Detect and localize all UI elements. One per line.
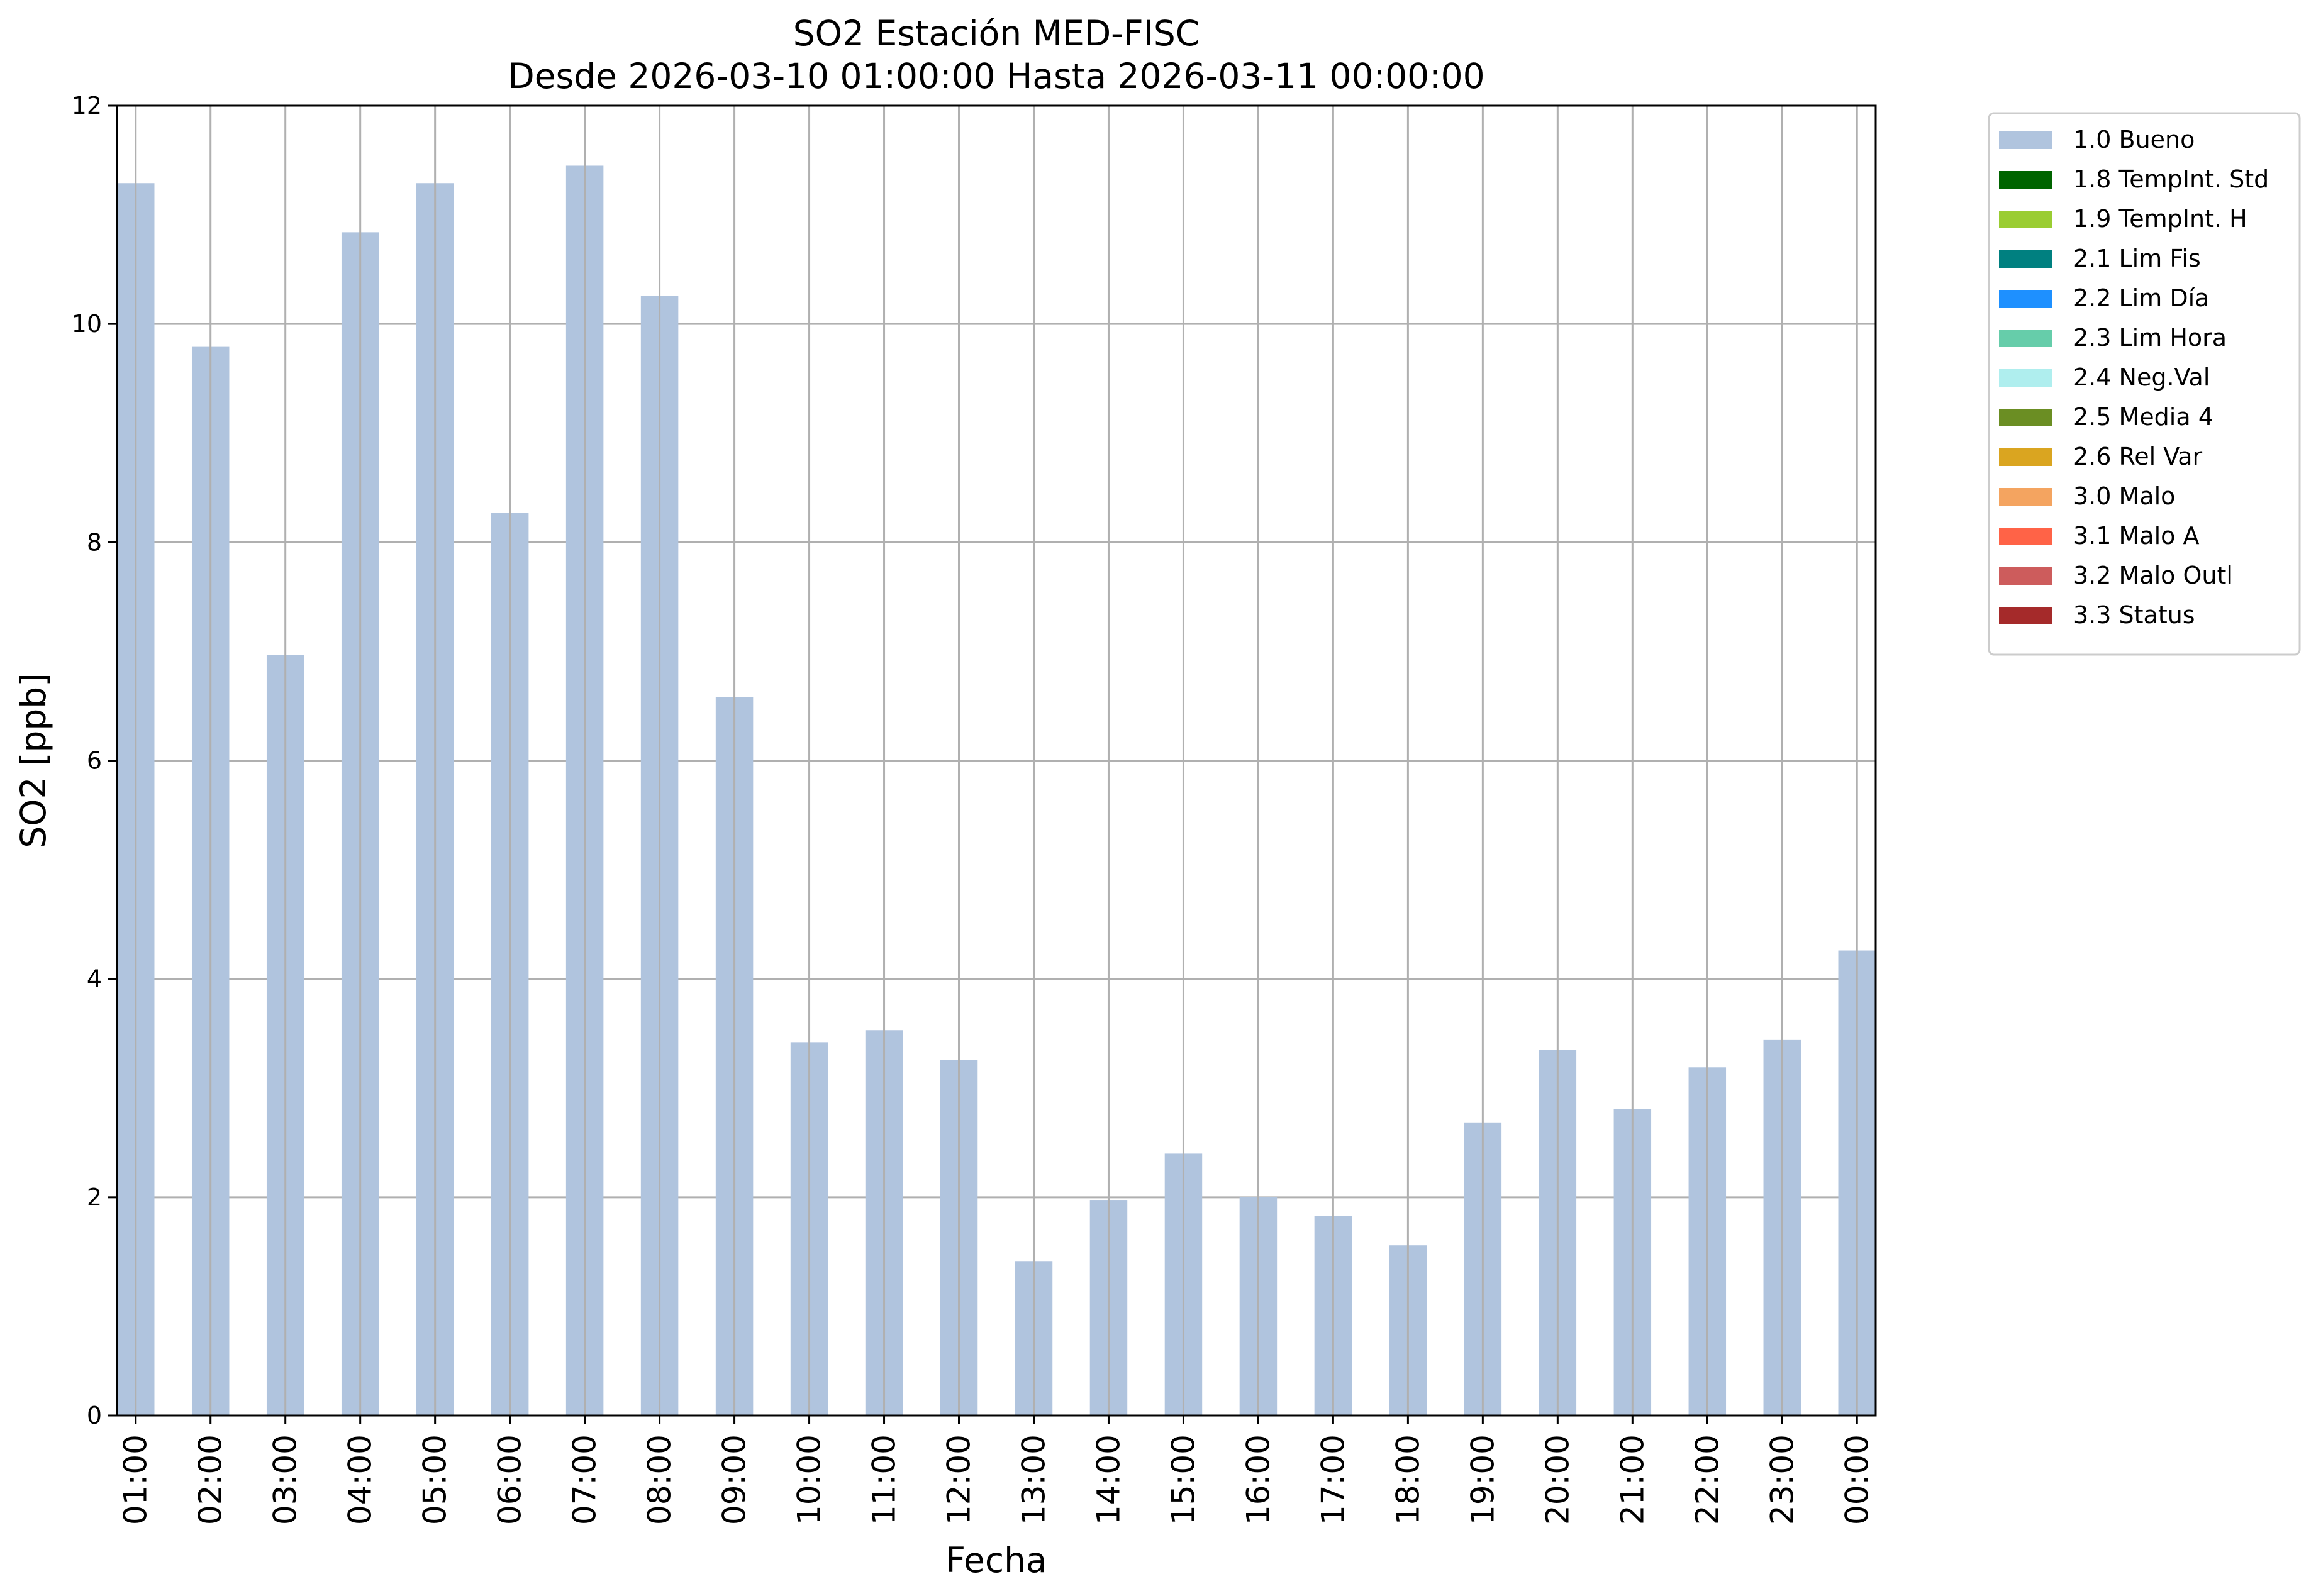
legend-label: 2.5 Media 4 xyxy=(2073,403,2213,431)
x-axis: 01:00 02:00 03:00 04:00 05:00 06:00 07:00 08:00… xyxy=(118,1416,1875,1525)
x-tick-label: 03:00 xyxy=(267,1434,304,1525)
x-tick-label: 06:00 xyxy=(492,1434,528,1525)
y-tick-label: 8 xyxy=(87,528,102,556)
legend-label: 2.1 Lim Fis xyxy=(2073,245,2201,272)
y-axis: 0 2 4 6 8 10 12 xyxy=(72,92,117,1429)
y-tick-label: 10 xyxy=(72,310,102,338)
x-tick-label: 18:00 xyxy=(1389,1434,1426,1525)
legend-label: 2.2 Lim Día xyxy=(2073,284,2209,312)
legend-swatch xyxy=(1999,250,2052,268)
legend-swatch xyxy=(1999,171,2052,189)
legend-label: 1.0 Bueno xyxy=(2073,126,2195,153)
y-tick-label: 2 xyxy=(87,1183,102,1211)
legend-label: 2.3 Lim Hora xyxy=(2073,324,2227,352)
legend: 1.0 Bueno 1.8 TempInt. Std 1.9 TempInt. H 2… xyxy=(1988,112,2301,656)
legend-label: 3.2 Malo Outl xyxy=(2073,562,2233,589)
x-tick-label: 08:00 xyxy=(642,1434,678,1525)
y-tick-label: 6 xyxy=(87,747,102,775)
x-tick-label: 19:00 xyxy=(1464,1434,1501,1525)
grid xyxy=(117,104,1876,1417)
y-tick-label: 4 xyxy=(87,965,102,993)
legend-label: 3.3 Status xyxy=(2073,601,2195,629)
legend-box xyxy=(1988,112,2301,656)
x-tick-label: 10:00 xyxy=(791,1434,828,1525)
x-tick-label: 14:00 xyxy=(1090,1434,1127,1525)
x-tick-label: 04:00 xyxy=(342,1434,379,1525)
y-tick-label: 12 xyxy=(72,92,102,119)
x-axis-label: Fecha xyxy=(945,1540,1047,1580)
legend-swatch xyxy=(1999,290,2052,308)
legend-swatch xyxy=(1999,211,2052,228)
x-tick-label: 13:00 xyxy=(1015,1434,1052,1525)
vertical-grid xyxy=(135,106,1858,1416)
legend-label: 3.0 Malo xyxy=(2073,482,2175,510)
x-tick-label: 07:00 xyxy=(567,1434,603,1525)
legend-swatch xyxy=(1999,488,2052,506)
chart-title-line: Desde 2026-03-10 01:00:00 Hasta 2026-03-… xyxy=(508,56,1484,96)
x-tick-label: 15:00 xyxy=(1165,1434,1201,1525)
x-tick-label: 01:00 xyxy=(118,1434,154,1525)
x-tick-label: 21:00 xyxy=(1614,1434,1651,1525)
legend-swatch xyxy=(1999,528,2052,545)
y-tick-label: 0 xyxy=(87,1402,102,1429)
x-tick-label: 05:00 xyxy=(417,1434,454,1525)
x-tick-label: 17:00 xyxy=(1315,1434,1351,1525)
x-tick-label: 20:00 xyxy=(1539,1434,1576,1525)
legend-swatch xyxy=(1999,448,2052,466)
x-tick-label: 11:00 xyxy=(866,1434,903,1525)
legend-swatch xyxy=(1999,330,2052,347)
y-axis-label: SO2 [ppb] xyxy=(13,673,53,848)
x-tick-label: 23:00 xyxy=(1764,1434,1800,1525)
legend-swatch xyxy=(1999,409,2052,426)
legend-swatch xyxy=(1999,131,2052,149)
legend-label: 2.6 Rel Var xyxy=(2073,443,2203,470)
bars xyxy=(117,165,1876,1416)
x-tick-label: 16:00 xyxy=(1240,1434,1276,1525)
legend-swatch xyxy=(1999,567,2052,585)
x-tick-label: 12:00 xyxy=(941,1434,977,1525)
x-tick-label: 00:00 xyxy=(1839,1434,1875,1525)
x-tick-label: 09:00 xyxy=(716,1434,753,1525)
x-tick-label: 02:00 xyxy=(192,1434,229,1525)
chart-title-line: SO2 Estación MED-FISC xyxy=(793,13,1200,53)
legend-label: 1.8 TempInt. Std xyxy=(2073,165,2269,193)
legend-swatch xyxy=(1999,607,2052,624)
legend-label: 3.1 Malo A xyxy=(2073,522,2199,550)
legend-label: 2.4 Neg.Val xyxy=(2073,363,2210,391)
x-tick-label: 22:00 xyxy=(1689,1434,1725,1525)
legend-swatch xyxy=(1999,369,2052,387)
legend-label: 1.9 TempInt. H xyxy=(2073,205,2247,233)
